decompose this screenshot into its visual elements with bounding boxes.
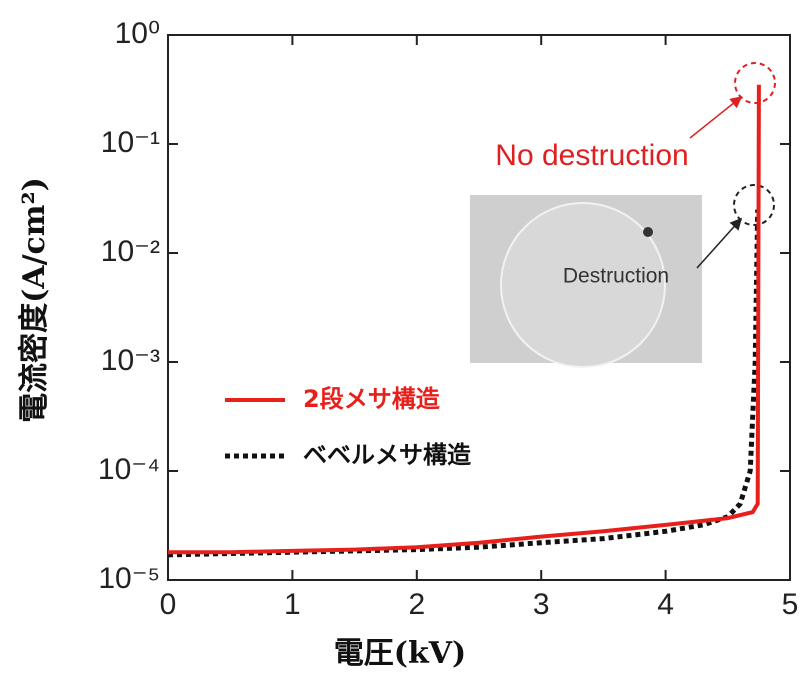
y-axis-title: 電流密度(A/cm²) xyxy=(17,177,52,423)
chart: Destruction No destruction 電圧(kV) 電流密度(A… xyxy=(0,0,803,677)
y-tick-label: 10⁻¹ xyxy=(101,126,160,159)
legend-label: 2段メサ構造 xyxy=(303,385,440,413)
x-tick-label: 3 xyxy=(533,588,550,621)
annotation: No destruction xyxy=(495,139,688,172)
x-tick-label: 5 xyxy=(782,588,799,621)
x-axis-title: 電圧(kV) xyxy=(334,636,466,671)
legend-label: ベベルメサ構造 xyxy=(303,441,471,469)
highlight-circle xyxy=(735,63,775,103)
y-tick-label: 10⁰ xyxy=(115,17,160,50)
y-tick-label: 10⁻⁴ xyxy=(98,453,160,486)
x-tick-label: 4 xyxy=(657,588,674,621)
x-tick-label: 0 xyxy=(160,588,177,621)
inset-photo: Destruction xyxy=(470,195,702,367)
y-tick-label: 10⁻³ xyxy=(101,344,160,377)
y-tick-label: 10⁻⁵ xyxy=(98,562,160,595)
arrow xyxy=(697,220,740,268)
x-tick-label: 2 xyxy=(408,588,425,621)
highlight-circle xyxy=(734,185,774,225)
x-tick-label: 1 xyxy=(284,588,301,621)
arrow xyxy=(690,98,740,138)
y-tick-label: 10⁻² xyxy=(101,235,160,268)
annotation: Destruction xyxy=(563,265,669,288)
